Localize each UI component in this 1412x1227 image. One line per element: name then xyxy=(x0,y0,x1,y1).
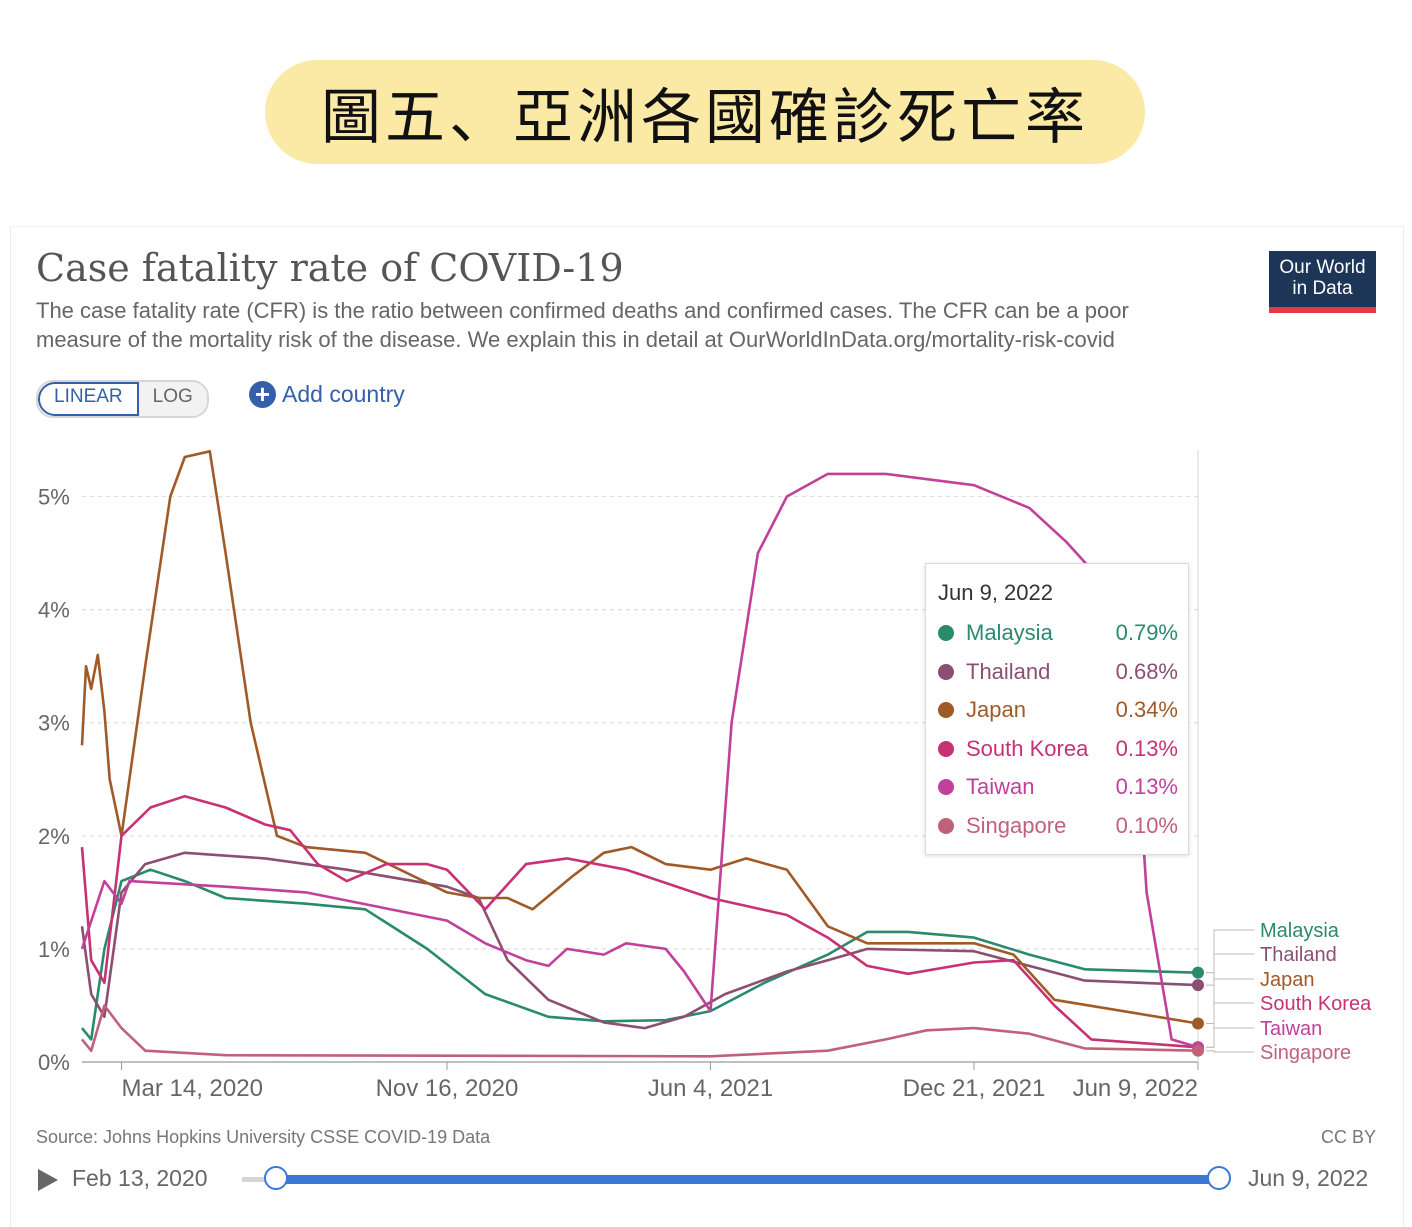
legend-connector xyxy=(1206,1050,1254,1053)
log-button[interactable]: LOG xyxy=(138,382,207,416)
series-end-point xyxy=(1192,1044,1204,1057)
x-tick-label: Nov 16, 2020 xyxy=(376,1075,519,1102)
scale-toggle: LINEAR LOG xyxy=(36,380,209,418)
tooltip-country: South Korea xyxy=(966,735,1089,761)
legend-label: Malaysia xyxy=(1260,920,1340,942)
legend-dot-icon xyxy=(938,818,954,834)
series-line xyxy=(80,794,1199,1049)
tooltip-row: Singapore 0.10% xyxy=(938,811,1178,841)
legend-dot-icon xyxy=(938,779,954,796)
timeline-end-label: Jun 9, 2022 xyxy=(1248,1165,1369,1191)
chinese-title-banner: 圖五、亞洲各國確診死亡率 xyxy=(265,60,1145,164)
license-text[interactable]: CC BY xyxy=(1320,1127,1376,1147)
play-icon[interactable] xyxy=(38,1169,58,1191)
legend-dot-icon xyxy=(938,702,954,719)
legend-dot-icon xyxy=(938,625,954,641)
tooltip-row: South Korea 0.13% xyxy=(938,734,1178,764)
tooltip-row: Japan 0.34% xyxy=(938,695,1178,725)
chart-card xyxy=(10,226,1404,1227)
series-end-point xyxy=(1192,979,1204,992)
x-tick-label: Jun 4, 2021 xyxy=(648,1075,773,1102)
tooltip-country: Taiwan xyxy=(966,774,1035,800)
tooltip-value: 0.34% xyxy=(1115,697,1178,723)
legend-label: Japan xyxy=(1260,969,1315,991)
y-tick-label: 2% xyxy=(38,824,70,849)
tooltip-country: Thailand xyxy=(966,658,1051,684)
series-end-point xyxy=(1192,966,1204,979)
tooltip: Jun 9, 2022 Malaysia 0.79% Thailand 0.68% Ja… xyxy=(925,563,1189,855)
x-tick-label: Dec 21, 2021 xyxy=(903,1075,1046,1102)
plus-icon: + xyxy=(249,381,276,408)
tooltip-value: 0.10% xyxy=(1115,813,1178,838)
legend-label: South Korea xyxy=(1260,993,1372,1015)
owid-logo[interactable]: Our World in Data xyxy=(1269,251,1376,313)
legend-connector xyxy=(1206,929,1254,974)
timeline: Feb 13, 2020 Jun 9, 2022 xyxy=(0,1160,1412,1200)
logo-line2: in Data xyxy=(1292,278,1353,299)
timeline-selected-range[interactable] xyxy=(276,1175,1220,1184)
tooltip-country: Singapore xyxy=(966,813,1067,838)
legend-connector xyxy=(1206,953,1254,986)
series-line xyxy=(80,1004,1199,1058)
series-line xyxy=(80,851,1199,1030)
tooltip-country: Malaysia xyxy=(966,620,1053,645)
logo-line1: Our World xyxy=(1279,257,1366,278)
y-tick-label: 0% xyxy=(38,1050,70,1075)
y-tick-label: 3% xyxy=(38,711,70,736)
legend-label: Singapore xyxy=(1260,1042,1351,1064)
x-tick-label: Mar 14, 2020 xyxy=(122,1075,263,1102)
legend-label: Thailand xyxy=(1260,944,1337,966)
chart-subtitle: The case fatality rate (CFR) is the rati… xyxy=(36,298,1129,352)
add-country-button[interactable]: + Add country xyxy=(249,381,405,408)
timeline-end-handle[interactable] xyxy=(1207,1166,1231,1190)
tooltip-date: Jun 9, 2022 xyxy=(938,580,1053,605)
x-tick-label: Jun 9, 2022 xyxy=(1073,1075,1198,1102)
linear-button[interactable]: LINEAR xyxy=(38,382,139,416)
series-end-point xyxy=(1192,1017,1204,1030)
series-line xyxy=(80,472,1199,1049)
tooltip-value: 0.13% xyxy=(1115,774,1178,800)
series-line xyxy=(80,868,1199,1041)
y-tick-label: 1% xyxy=(38,937,70,962)
tooltip-value: 0.13% xyxy=(1115,735,1178,761)
legend-dot-icon xyxy=(938,663,954,680)
y-tick-label: 5% xyxy=(38,485,70,510)
add-country-label: Add country xyxy=(282,381,405,407)
banner-text: 圖五、亞洲各國確診死亡率 xyxy=(321,82,1089,153)
timeline-track xyxy=(242,1177,277,1182)
tooltip-value: 0.79% xyxy=(1115,620,1178,645)
legend-dot-icon xyxy=(938,740,954,757)
legend-label: Taiwan xyxy=(1260,1018,1322,1040)
series-line xyxy=(80,450,1199,1025)
y-tick-label: 4% xyxy=(38,598,70,623)
tooltip-value: 0.68% xyxy=(1115,658,1178,684)
tooltip-row: Malaysia 0.79% xyxy=(938,618,1178,648)
legend-connector xyxy=(1206,1027,1254,1048)
tooltip-row: Taiwan 0.13% xyxy=(938,772,1178,802)
tooltip-country: Japan xyxy=(966,697,1026,723)
legend-connector xyxy=(1206,1002,1254,1048)
chart-title: Case fatality rate of COVID-19 xyxy=(36,246,624,290)
tooltip-row: Thailand 0.68% xyxy=(938,657,1178,687)
timeline-start-handle[interactable] xyxy=(264,1166,288,1190)
legend-connector xyxy=(1206,978,1254,1025)
timeline-start-label: Feb 13, 2020 xyxy=(72,1165,208,1191)
source-text[interactable]: Source: Johns Hopkins University CSSE CO… xyxy=(36,1127,491,1147)
